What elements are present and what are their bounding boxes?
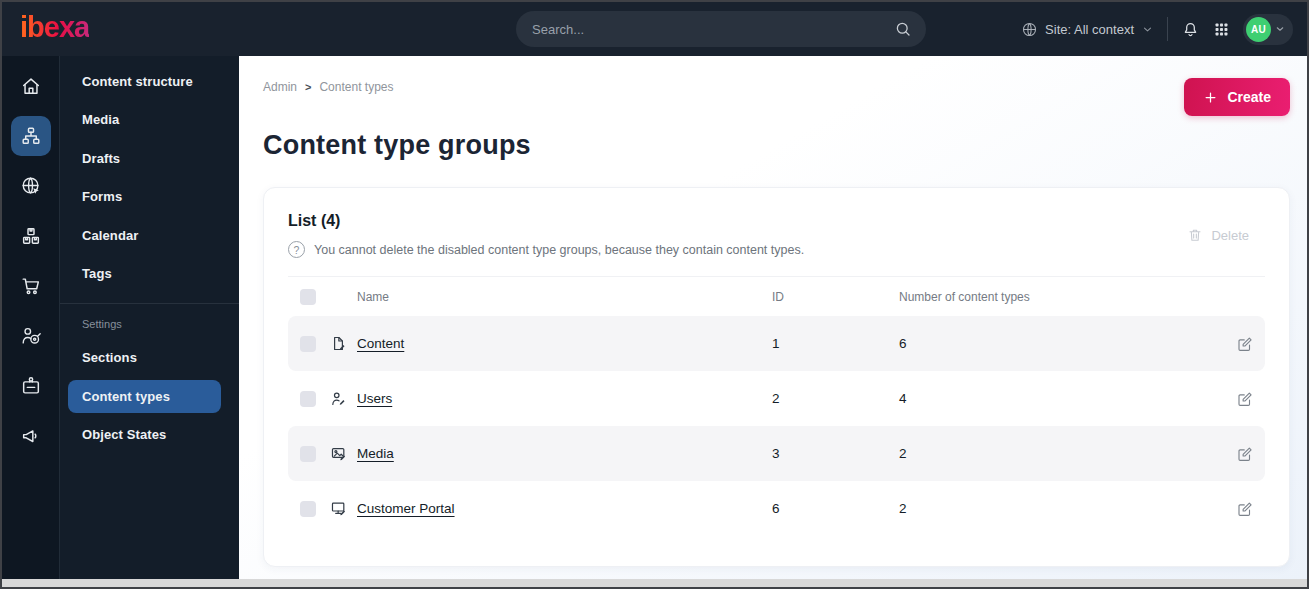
group-id: 2 — [772, 391, 899, 406]
group-id: 1 — [772, 336, 899, 351]
group-id: 6 — [772, 501, 899, 516]
topbar: ibexa Site: All context — [2, 2, 1307, 56]
help-text: You cannot delete the disabled content t… — [314, 243, 804, 257]
sidebar-item-forms[interactable]: Forms — [60, 178, 239, 217]
cart-icon[interactable] — [11, 266, 51, 306]
search-input[interactable] — [532, 22, 894, 37]
site-context-label: Site: All context — [1045, 22, 1134, 37]
site-context-dropdown[interactable]: Site: All context — [1021, 21, 1154, 38]
delete-button[interactable]: Delete — [1187, 227, 1249, 243]
sidebar-item-content-structure[interactable]: Content structure — [60, 62, 239, 101]
main-content: Admin > Content types Create Content typ… — [239, 56, 1307, 579]
column-name: Name — [357, 290, 772, 304]
app-window: ibexa Site: All context — [0, 0, 1309, 589]
group-count: 2 — [899, 501, 1225, 516]
row-checkbox[interactable] — [300, 336, 316, 352]
content-type-groups-table: Name ID Number of content types Content — [288, 276, 1265, 536]
home-icon[interactable] — [11, 66, 51, 106]
group-name-link[interactable]: Customer Portal — [357, 501, 455, 516]
edit-button[interactable] — [1236, 500, 1254, 518]
table-row: Customer Portal 6 2 — [288, 481, 1265, 536]
monitor-edit-icon — [330, 500, 357, 517]
commerce-boxes-icon[interactable] — [11, 216, 51, 256]
sidebar-item-sections[interactable]: Sections — [60, 338, 239, 377]
sidebar-item-calendar[interactable]: Calendar — [60, 216, 239, 255]
table-row: Media 3 2 — [288, 426, 1265, 481]
help-icon: ? — [288, 241, 305, 258]
sidebar: Content structure Media Drafts Forms Cal… — [60, 56, 239, 579]
personalization-target-icon[interactable] — [11, 316, 51, 356]
ibexa-logo[interactable]: ibexa — [20, 13, 89, 46]
notifications-bell-button[interactable] — [1181, 20, 1200, 39]
topbar-divider — [1167, 17, 1168, 41]
breadcrumb-admin[interactable]: Admin — [263, 80, 297, 94]
table-row: Users 2 4 — [288, 371, 1265, 426]
content-structure-icon[interactable] — [11, 116, 51, 156]
image-edit-icon — [330, 445, 357, 462]
avatar[interactable]: AU — [1246, 17, 1271, 42]
trash-icon — [1187, 227, 1203, 243]
file-edit-icon — [330, 335, 357, 352]
breadcrumb-content-types: Content types — [319, 80, 393, 94]
global-search[interactable] — [516, 11, 926, 47]
group-name-link[interactable]: Users — [357, 391, 392, 406]
chevron-down-icon — [1274, 23, 1286, 35]
table-header: Name ID Number of content types — [288, 276, 1265, 316]
icon-rail — [2, 56, 60, 579]
group-id: 3 — [772, 446, 899, 461]
row-checkbox[interactable] — [300, 391, 316, 407]
group-count: 2 — [899, 446, 1225, 461]
row-checkbox[interactable] — [300, 446, 316, 462]
content-type-groups-card: List (4) ? You cannot delete the disable… — [263, 187, 1290, 567]
group-count: 6 — [899, 336, 1225, 351]
chevron-down-icon — [1141, 23, 1154, 36]
column-id: ID — [772, 290, 899, 304]
globe-icon — [1021, 21, 1038, 38]
list-title: List (4) — [288, 212, 804, 230]
edit-button[interactable] — [1236, 335, 1254, 353]
plus-icon — [1203, 90, 1218, 105]
promotions-megaphone-icon[interactable] — [11, 416, 51, 456]
user-menu[interactable]: AU — [1243, 14, 1293, 45]
help-row: ? You cannot delete the disabled content… — [288, 241, 804, 258]
site-globe-icon[interactable] — [11, 166, 51, 206]
create-button[interactable]: Create — [1184, 78, 1290, 116]
edit-button[interactable] — [1236, 390, 1254, 408]
search-icon[interactable] — [894, 20, 912, 38]
page-title: Content type groups — [263, 130, 1290, 161]
group-name-link[interactable]: Content — [357, 336, 404, 351]
select-all-checkbox[interactable] — [300, 289, 316, 305]
sidebar-section-label: Settings — [60, 304, 239, 338]
row-checkbox[interactable] — [300, 501, 316, 517]
sidebar-item-content-types[interactable]: Content types — [68, 380, 221, 413]
sidebar-item-media[interactable]: Media — [60, 101, 239, 140]
group-count: 4 — [899, 391, 1225, 406]
sidebar-item-drafts[interactable]: Drafts — [60, 139, 239, 178]
user-edit-icon — [330, 390, 357, 407]
apps-grid-button[interactable] — [1213, 21, 1230, 38]
group-name-link[interactable]: Media — [357, 446, 394, 461]
admin-id-badge-icon[interactable] — [11, 366, 51, 406]
sidebar-item-tags[interactable]: Tags — [60, 255, 239, 294]
breadcrumb-separator: > — [305, 81, 311, 93]
table-row: Content 1 6 — [288, 316, 1265, 371]
column-count: Number of content types — [899, 290, 1225, 304]
sidebar-item-object-states[interactable]: Object States — [60, 415, 239, 454]
breadcrumb: Admin > Content types — [263, 76, 394, 94]
edit-button[interactable] — [1236, 445, 1254, 463]
